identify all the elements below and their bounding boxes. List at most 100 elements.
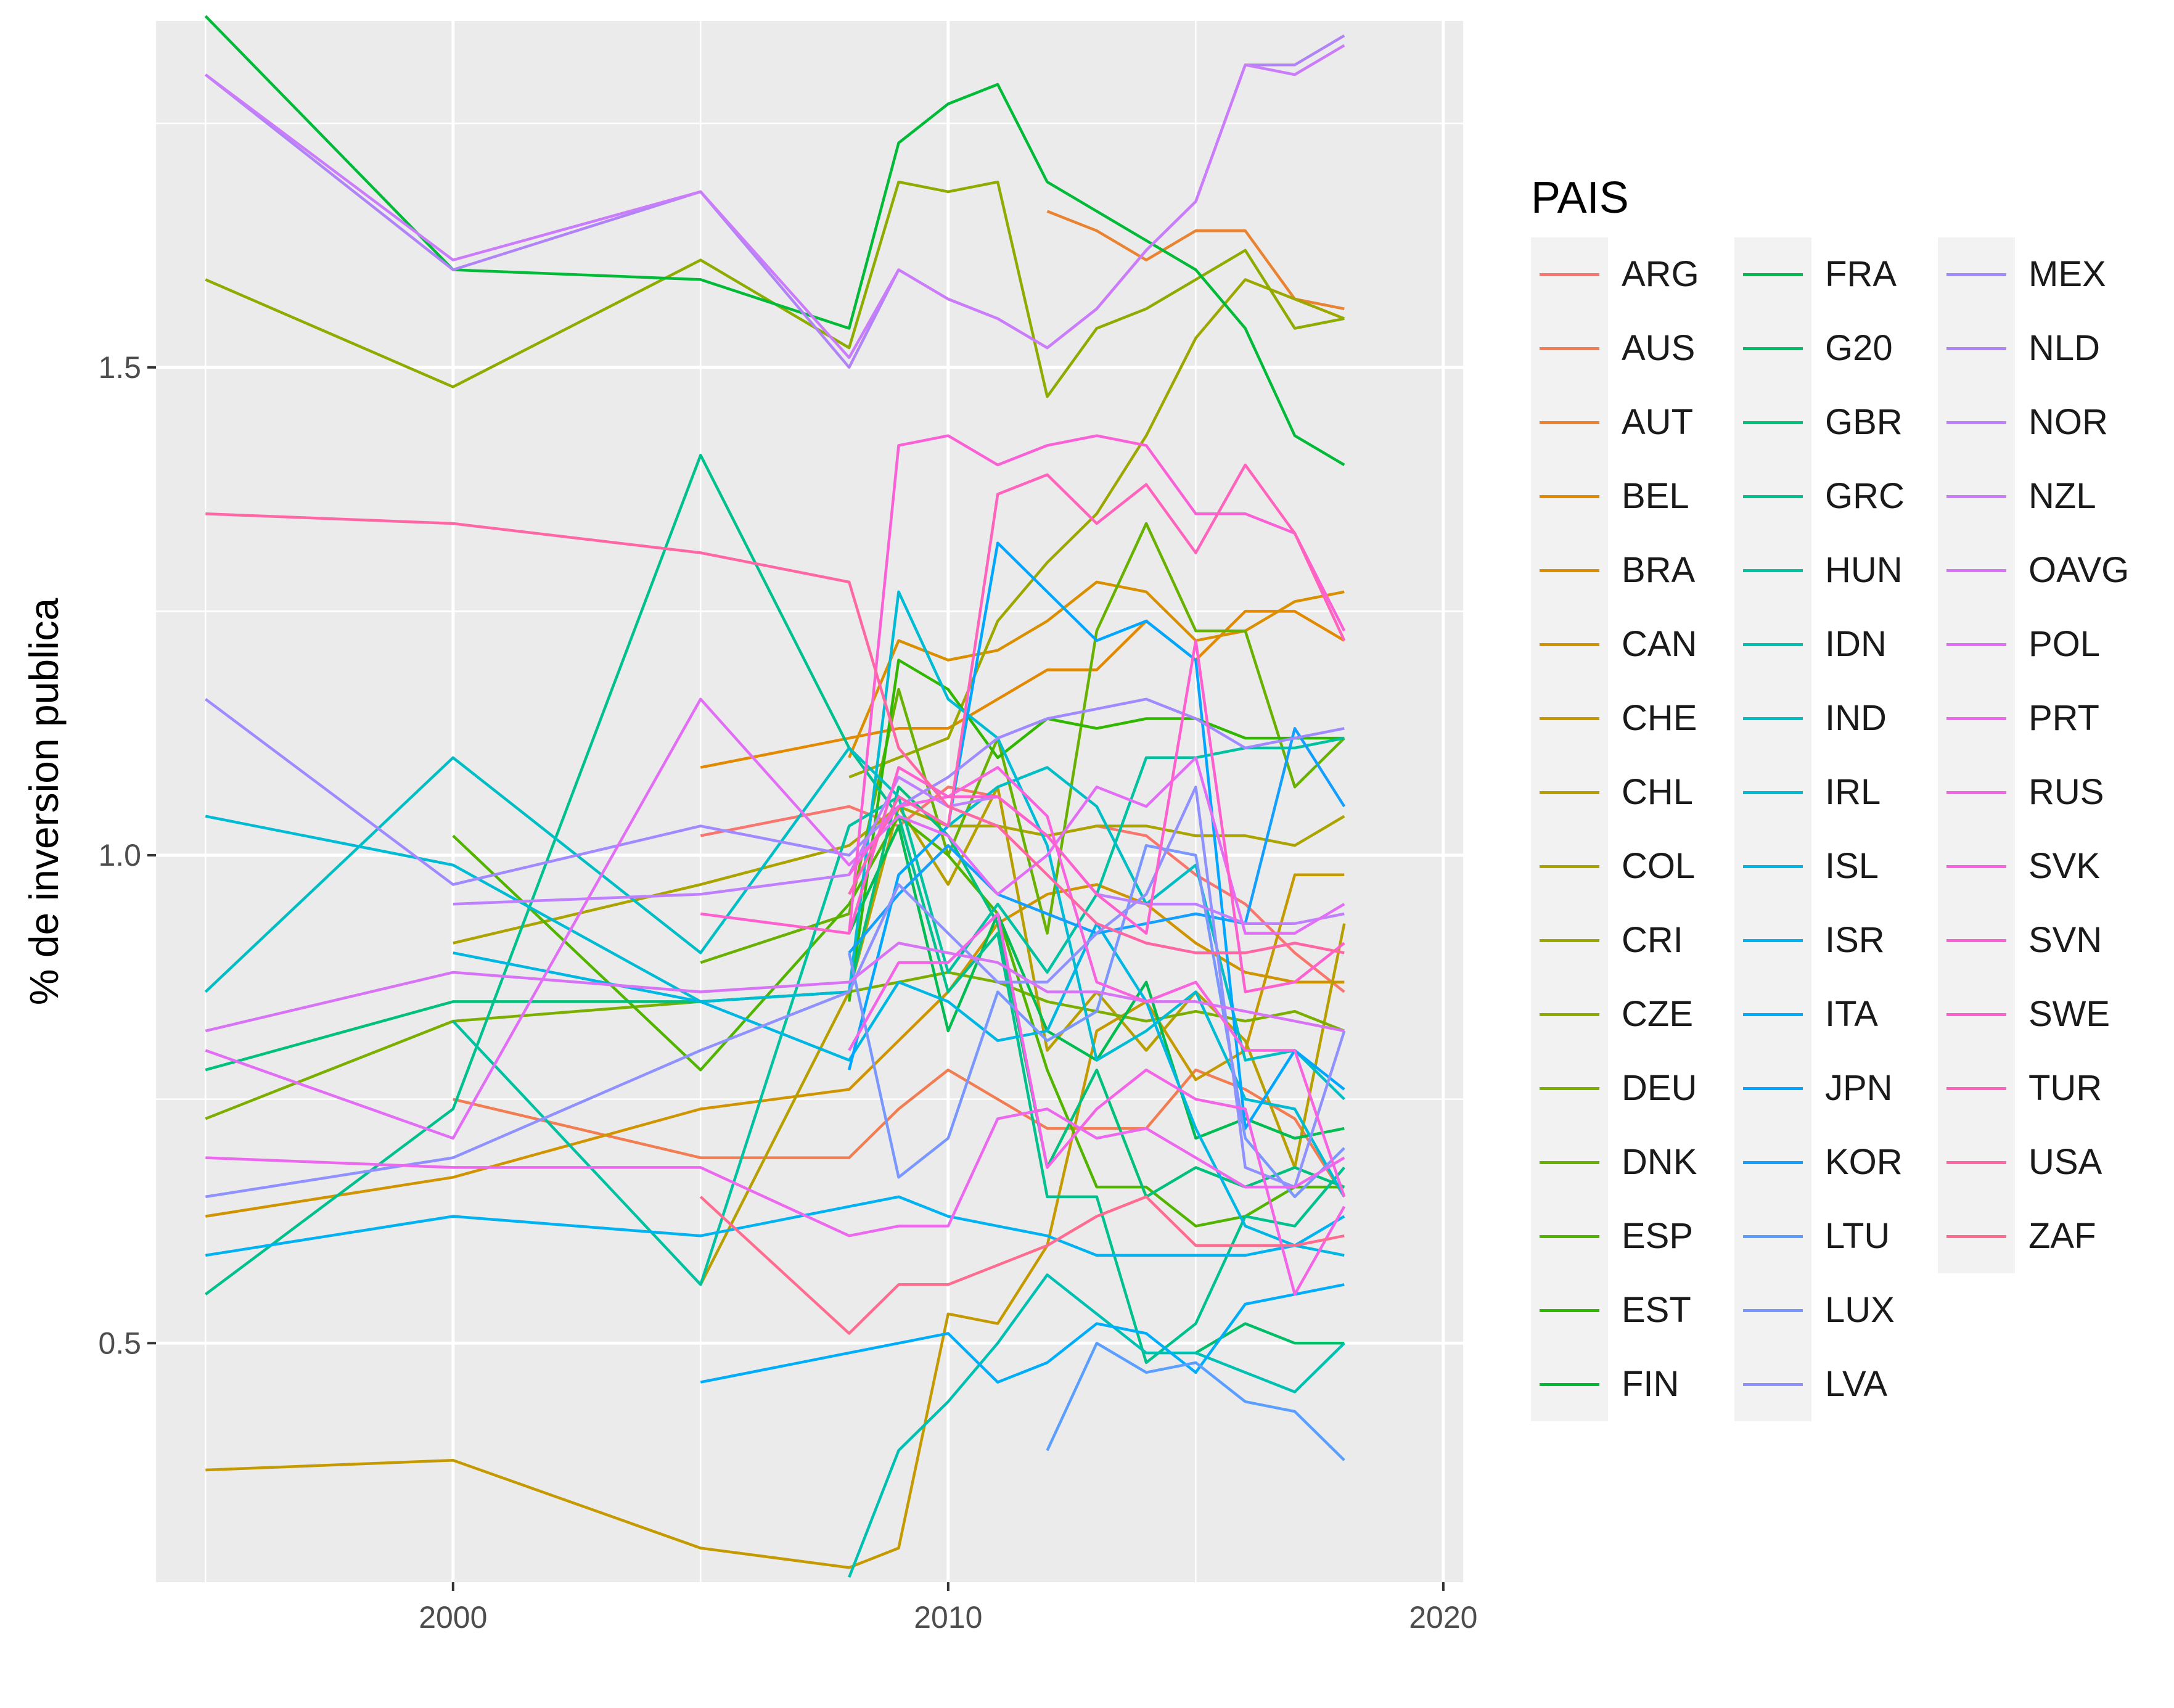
- legend-item-ita: ITA: [1734, 977, 1932, 1051]
- legend-key-line: [1946, 939, 2006, 942]
- legend-label: IRL: [1825, 772, 1881, 812]
- legend-label: GRC: [1825, 476, 1905, 516]
- series-line-cze: [205, 180, 1345, 398]
- legend-key-line: [1743, 421, 1803, 424]
- legend-label: SWE: [2028, 994, 2110, 1034]
- legend-key-line: [1946, 495, 2006, 498]
- legend-item-aus: AUS: [1531, 311, 1728, 385]
- legend-key-line: [1743, 1383, 1803, 1386]
- series-line-swe: [700, 639, 1345, 993]
- legend-item-jpn: JPN: [1734, 1051, 1932, 1125]
- legend-key-line: [1946, 865, 2006, 868]
- legend-item-bra: BRA: [1531, 533, 1728, 607]
- legend-label: BRA: [1622, 550, 1696, 590]
- series-line-grc: [204, 453, 1346, 1365]
- legend-item-lva: LVA: [1734, 1347, 1932, 1421]
- legend-key-line: [1540, 643, 1599, 646]
- legend-key-column: [1938, 237, 2015, 1273]
- legend-item-cri: CRI: [1531, 903, 1728, 977]
- series-line-chl: [699, 786, 1346, 1286]
- legend-key-line: [1540, 1087, 1599, 1090]
- legend-item-deu: DEU: [1531, 1051, 1728, 1125]
- legend-label: NLD: [2028, 328, 2101, 368]
- series-line-aus: [453, 1068, 1346, 1198]
- series-line-mex: [204, 697, 1345, 886]
- y-tick-label: 1.5: [98, 350, 141, 385]
- legend-item-esp: ESP: [1531, 1199, 1728, 1273]
- legend-key-line: [1946, 421, 2006, 424]
- legend-item-est: EST: [1531, 1273, 1728, 1347]
- legend-item-pol: POL: [1938, 607, 2135, 681]
- series-line-tur: [848, 463, 1346, 895]
- legend-key-line: [1540, 421, 1599, 424]
- legend-label: ARG: [1622, 254, 1699, 294]
- legend-key-line: [1540, 1309, 1599, 1312]
- series-line-ltu: [1046, 1342, 1345, 1461]
- legend-label: ITA: [1825, 994, 1878, 1034]
- legend-label: ISR: [1825, 920, 1885, 960]
- legend-label: G20: [1825, 328, 1893, 368]
- legend-key-line: [1540, 939, 1599, 942]
- legend-item-svn: SVN: [1938, 903, 2135, 977]
- x-tick-label: 2020: [1409, 1600, 1477, 1635]
- series-line-lva: [205, 786, 1346, 1199]
- legend-key-line: [1540, 1013, 1599, 1016]
- series-line-svn: [847, 434, 1346, 934]
- legend-key-line: [1540, 495, 1599, 498]
- legend-label: ZAF: [2028, 1216, 2096, 1256]
- legend-key-line: [1946, 1235, 2006, 1238]
- legend-item-che: CHE: [1531, 681, 1728, 755]
- series-line-rus: [848, 912, 1346, 1296]
- legend-item-grc: GRC: [1734, 459, 1932, 533]
- legend-item-hun: HUN: [1734, 533, 1932, 607]
- legend-label: CHE: [1622, 698, 1697, 738]
- legend-key-line: [1743, 717, 1803, 720]
- legend-key-line: [1540, 273, 1599, 276]
- legend-item-gbr: GBR: [1734, 385, 1932, 459]
- legend-label: LTU: [1825, 1216, 1890, 1256]
- legend-key-line: [1743, 791, 1803, 794]
- legend-key-column: [1531, 237, 1608, 1421]
- series-lines: [204, 15, 1346, 1578]
- legend-key-line: [1946, 1161, 2006, 1164]
- legend-item-kor: KOR: [1734, 1125, 1932, 1199]
- series-line-nzl: [204, 44, 1345, 359]
- legend-label: POL: [2028, 624, 2101, 664]
- legend-item-ltu: LTU: [1734, 1199, 1932, 1273]
- series-line-can: [205, 883, 1345, 1218]
- series-line-ind: [204, 746, 1345, 1101]
- legend-key-line: [1946, 791, 2006, 794]
- axes: 2000 2010 2020 0.5 1.0 1.5: [98, 350, 1477, 1635]
- legend-label: DEU: [1622, 1068, 1697, 1108]
- legend-label: SVK: [2028, 846, 2101, 886]
- legend-item-fin: FIN: [1531, 1347, 1728, 1421]
- legend-item-rus: RUS: [1938, 755, 2135, 829]
- legend-label: LVA: [1825, 1364, 1888, 1404]
- legend-key-line: [1743, 347, 1803, 350]
- legend-key-line: [1946, 273, 2006, 276]
- legend-key-line: [1540, 865, 1599, 868]
- legend-key-line: [1540, 791, 1599, 794]
- legend-key-line: [1743, 643, 1803, 646]
- legend-key-line: [1743, 1161, 1803, 1164]
- legend-key-line: [1946, 717, 2006, 720]
- legend-item-col: COL: [1531, 829, 1728, 903]
- legend-label: COL: [1622, 846, 1696, 886]
- legend-label: IND: [1825, 698, 1887, 738]
- legend-label: ISL: [1825, 846, 1879, 886]
- legend-label: CAN: [1622, 624, 1697, 664]
- legend-item-prt: PRT: [1938, 681, 2135, 755]
- series-line-cri: [848, 278, 1345, 779]
- legend-key-line: [1540, 1235, 1599, 1238]
- legend-label: AUS: [1622, 328, 1696, 368]
- legend-key-line: [1743, 939, 1803, 942]
- legend-item-nld: NLD: [1938, 311, 2135, 385]
- series-line-isl: [453, 922, 1345, 1257]
- legend-label: KOR: [1825, 1142, 1903, 1182]
- legend-item-svk: SVK: [1938, 829, 2135, 903]
- legend-label: EST: [1622, 1290, 1691, 1330]
- legend-item-isl: ISL: [1734, 829, 1932, 903]
- legend-key-line: [1540, 1383, 1599, 1386]
- legend-item-tur: TUR: [1938, 1051, 2135, 1125]
